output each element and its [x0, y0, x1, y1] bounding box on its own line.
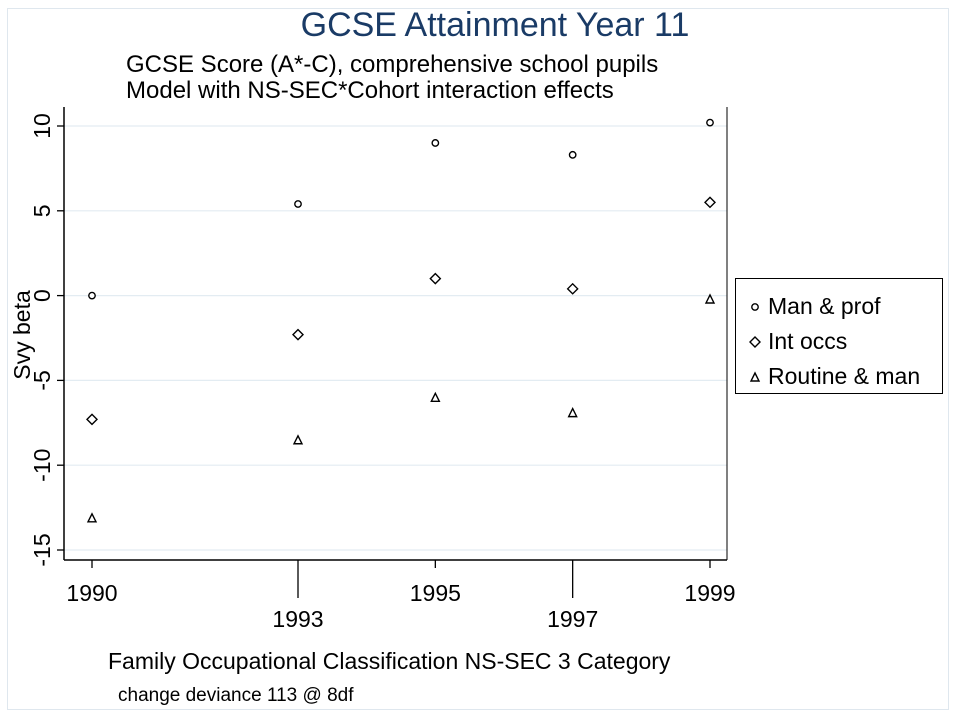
y-tick-label: 10 — [29, 113, 55, 139]
chart-frame — [7, 8, 949, 710]
data-point-routine-man — [430, 391, 441, 403]
legend-label: Routine & man — [768, 363, 921, 389]
legend: Man & prof Int occs Routine & man — [735, 278, 943, 394]
y-tick-label: 0 — [29, 289, 55, 302]
x-tick-label: 1999 — [684, 580, 735, 606]
circle-marker-icon — [751, 302, 759, 311]
y-tick-label: -15 — [29, 533, 55, 566]
data-point-man-prof — [706, 118, 714, 127]
x-tick-label: 1997 — [547, 606, 598, 632]
y-tick-label: 5 — [29, 204, 55, 217]
x-tick-label: 1993 — [272, 606, 323, 632]
y-tick-label: -5 — [29, 370, 55, 390]
triangle-marker-icon — [749, 370, 761, 382]
data-point-routine-man — [86, 512, 98, 523]
legend-label: Man & prof — [768, 293, 881, 319]
data-point-int-occs — [86, 413, 98, 426]
data-point-int-occs — [429, 272, 442, 285]
data-point-man-prof — [431, 139, 440, 147]
chart-title: GCSE Attainment Year 11 — [300, 6, 690, 44]
data-point-man-prof — [88, 291, 96, 300]
y-tick-label: -10 — [29, 449, 55, 482]
chart-subtitle-line-1: GCSE Score (A*-C), comprehensive school … — [126, 51, 659, 78]
plot-area — [64, 107, 727, 560]
x-axis-title: Family Occupational Classification NS-SE… — [108, 648, 671, 674]
chart-subtitle-line-2: Model with NS-SEC*Cohort interaction eff… — [126, 77, 614, 104]
model-note: change deviance 113 @ 8df — [118, 685, 354, 706]
data-point-routine-man — [292, 434, 304, 445]
x-tick-label: 1990 — [66, 580, 117, 606]
data-point-man-prof — [294, 200, 302, 208]
data-point-routine-man — [704, 293, 716, 304]
legend-label: Int occs — [768, 328, 848, 354]
data-point-man-prof — [568, 150, 577, 159]
legend-item-routine-man: Routine & man — [736, 359, 942, 394]
data-point-routine-man — [567, 407, 578, 418]
x-tick-label: 1995 — [410, 580, 461, 606]
diamond-marker-icon — [749, 335, 761, 348]
legend-item-man-prof: Man & prof — [736, 289, 942, 324]
legend-item-int-occs: Int occs — [736, 324, 942, 359]
data-point-int-occs — [704, 196, 716, 209]
data-point-int-occs — [292, 328, 304, 341]
y-axis-title: Svy beta — [9, 290, 35, 380]
data-point-int-occs — [566, 282, 579, 295]
